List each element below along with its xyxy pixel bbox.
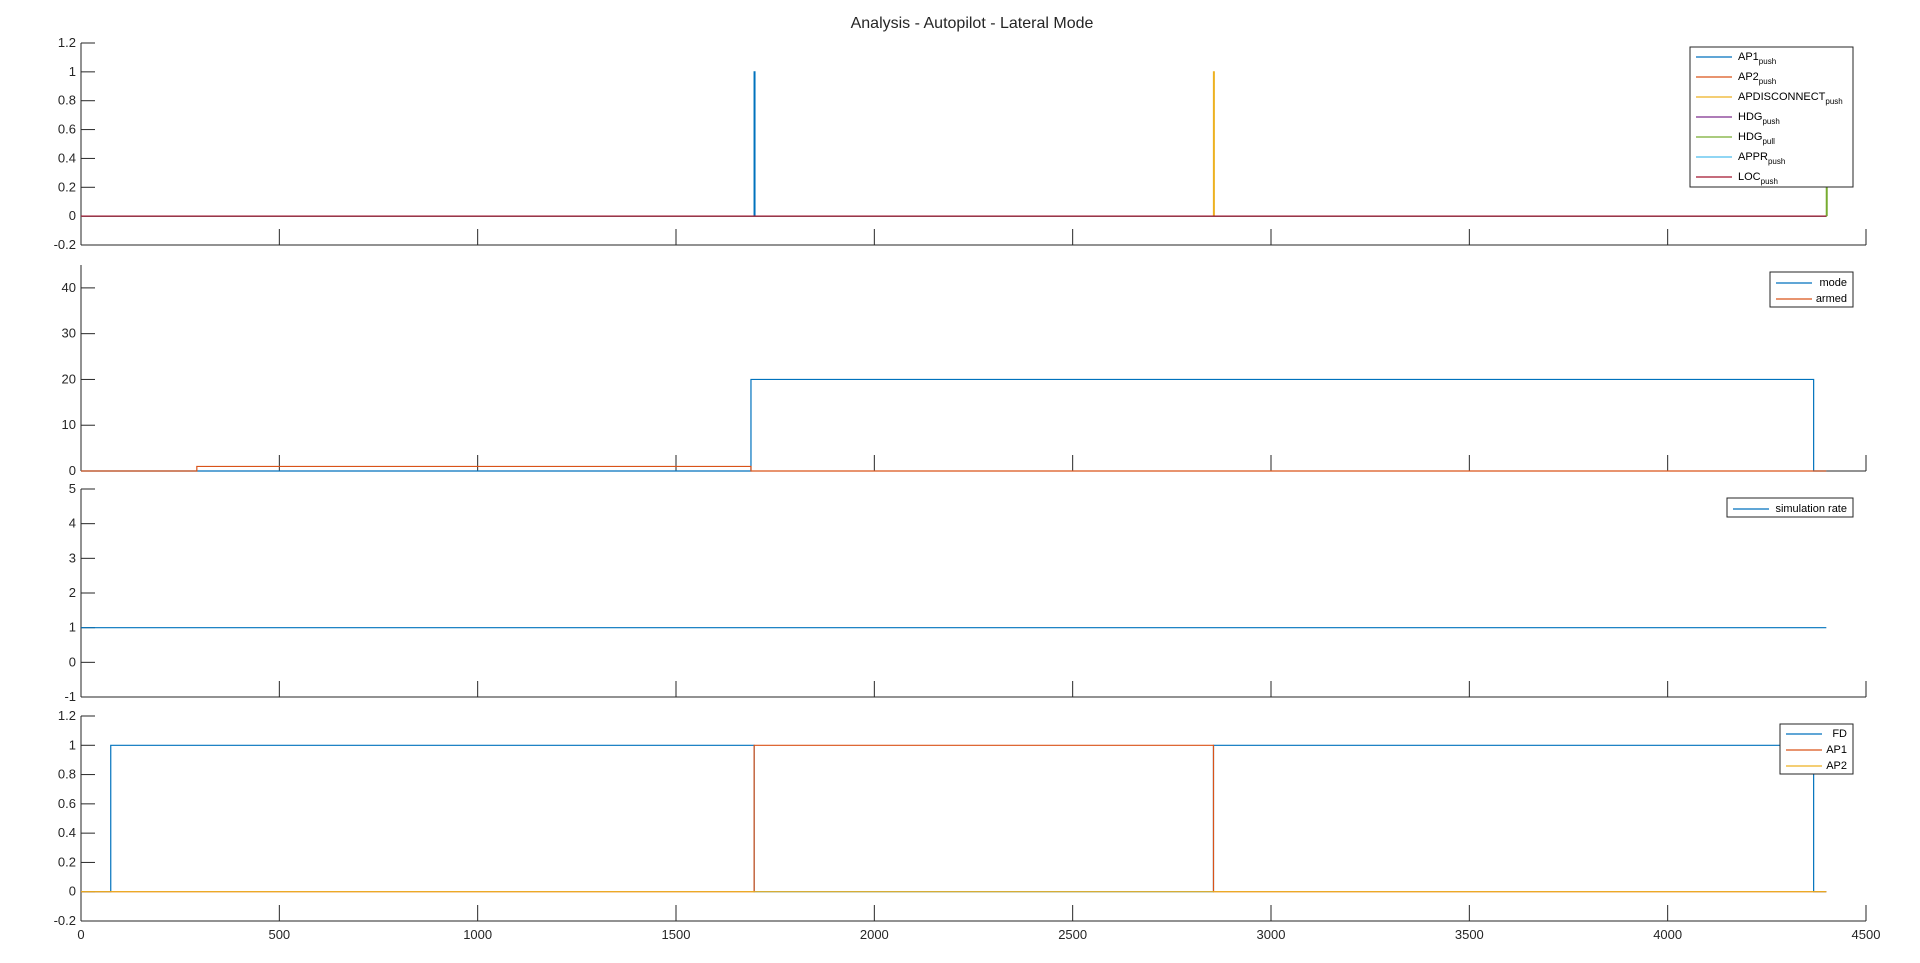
legend-entry-subscript: push xyxy=(1768,157,1785,166)
x-tick-label: 2000 xyxy=(860,927,889,942)
y-tick-label: 0 xyxy=(69,654,76,669)
y-tick-label: 10 xyxy=(62,417,76,432)
legend-entry: LOCpush xyxy=(1738,171,1778,186)
legend-entry: APPRpush xyxy=(1738,151,1785,166)
x-tick-label: 3500 xyxy=(1455,927,1484,942)
series-line-hdg-pull xyxy=(81,186,1828,217)
legend-entry-name: APDISCONNECT xyxy=(1738,91,1826,103)
y-tick-label: 0.2 xyxy=(58,179,76,194)
y-tick-label: -1 xyxy=(64,689,76,704)
legend-entry-subscript: push xyxy=(1825,97,1842,106)
series-line-mode xyxy=(81,378,1827,472)
legend-entry-name: FD xyxy=(1832,728,1847,740)
subplot-2: 0 10 20 30 40 mode armed xyxy=(62,265,1867,478)
y-tick-label: 0.8 xyxy=(58,767,76,782)
y-tick-label: 30 xyxy=(62,326,76,341)
legend-entry-name: mode xyxy=(1819,277,1847,289)
y-tick-label: 1 xyxy=(69,737,76,752)
y-tick-label: 0.6 xyxy=(58,122,76,137)
y-tick-label: -0.2 xyxy=(54,913,76,928)
axes-container: -0.200.20.40.60.811.2AP1pushAP2pushAPDIS… xyxy=(54,35,1881,942)
legend-box xyxy=(1769,271,1854,308)
legend: FD AP1 AP2 xyxy=(1779,723,1854,775)
legend-entry-name: AP1 xyxy=(1738,51,1759,63)
legend-entry-name: LOC xyxy=(1738,171,1761,183)
y-tick-label: 20 xyxy=(62,371,76,386)
x-tick-label: 3000 xyxy=(1257,927,1286,942)
legend-entry: AP2 xyxy=(1826,760,1847,772)
legend-entry-name: AP2 xyxy=(1738,71,1759,83)
series-line-armed xyxy=(81,465,1827,472)
legend-entry-subscript: pull xyxy=(1762,137,1775,146)
y-tick-label: 0 xyxy=(69,463,76,478)
legend-entry-name: AP2 xyxy=(1826,760,1847,772)
legend-entry-subscript: push xyxy=(1759,57,1776,66)
legend-entry-name: APPR xyxy=(1738,151,1768,163)
x-tick-label: 1500 xyxy=(662,927,691,942)
y-tick-label: 5 xyxy=(69,481,76,496)
legend-entry: HDGpush xyxy=(1738,111,1780,126)
legend-entry: armed xyxy=(1816,293,1847,305)
legend-entry-name: HDG xyxy=(1738,111,1762,123)
figure-title: Analysis - Autopilot - Lateral Mode xyxy=(851,15,1094,32)
subplot-1: -0.200.20.40.60.811.2AP1pushAP2pushAPDIS… xyxy=(54,35,1867,252)
legend-entry: AP2push xyxy=(1738,71,1776,86)
legend: AP1pushAP2pushAPDISCONNECTpushHDGpushHDG… xyxy=(1689,46,1854,188)
x-tick-label: 4000 xyxy=(1653,927,1682,942)
series-line-fd xyxy=(81,744,1827,893)
series-line-ap1 xyxy=(81,744,1827,893)
legend-entry: mode xyxy=(1819,277,1847,289)
legend-entry: AP1 xyxy=(1826,744,1847,756)
legend-entry-subscript: push xyxy=(1762,117,1779,126)
x-tick-label: 2500 xyxy=(1058,927,1087,942)
legend-entry-name: HDG xyxy=(1738,131,1762,143)
legend-entry: HDGpull xyxy=(1738,131,1775,146)
x-tick-label: 4500 xyxy=(1852,927,1881,942)
y-tick-label: -0.2 xyxy=(54,237,76,252)
legend-entry: APDISCONNECTpush xyxy=(1738,91,1843,106)
y-tick-label: 4 xyxy=(69,516,76,531)
legend-entry: simulation rate xyxy=(1775,503,1847,515)
y-tick-label: 0.2 xyxy=(58,854,76,869)
y-tick-label: 2 xyxy=(69,585,76,600)
x-tick-label: 1000 xyxy=(463,927,492,942)
y-tick-label: 3 xyxy=(69,550,76,565)
y-tick-label: 40 xyxy=(62,280,76,295)
y-tick-label: 0.4 xyxy=(58,825,76,840)
legend: mode armed xyxy=(1769,271,1854,308)
legend-entry: FD xyxy=(1832,728,1847,740)
legend: simulation rate xyxy=(1726,497,1854,518)
y-tick-label: 0.8 xyxy=(58,93,76,108)
y-tick-label: 0.4 xyxy=(58,150,76,165)
y-tick-label: 1 xyxy=(69,64,76,79)
legend-entry-subscript: push xyxy=(1759,77,1776,86)
subplot-3: -1 0 1 2 3 4 5 simulation rate xyxy=(64,481,1867,704)
series-line-ap1-push xyxy=(81,71,1827,217)
legend-entry-name: armed xyxy=(1816,293,1847,305)
legend-box xyxy=(1726,497,1854,518)
legend-entry: AP1push xyxy=(1738,51,1776,66)
x-tick-label: 500 xyxy=(268,927,290,942)
y-tick-label: 1.2 xyxy=(58,35,76,50)
y-tick-label: 0 xyxy=(69,208,76,223)
y-tick-label: 1 xyxy=(69,620,76,635)
x-tick-label: 0 xyxy=(77,927,84,942)
subplot-4: -0.200.20.40.60.811.20 500 1000 1500 2000 250… xyxy=(54,708,1881,942)
y-tick-label: 1.2 xyxy=(58,708,76,723)
series-line-apdisconnect-push xyxy=(81,71,1827,217)
legend-entry-subscript: push xyxy=(1761,177,1778,186)
legend-entry-name: AP1 xyxy=(1826,744,1847,756)
y-tick-label: 0 xyxy=(69,884,76,899)
legend-entry-name: simulation rate xyxy=(1775,503,1847,515)
y-tick-label: 0.6 xyxy=(58,796,76,811)
